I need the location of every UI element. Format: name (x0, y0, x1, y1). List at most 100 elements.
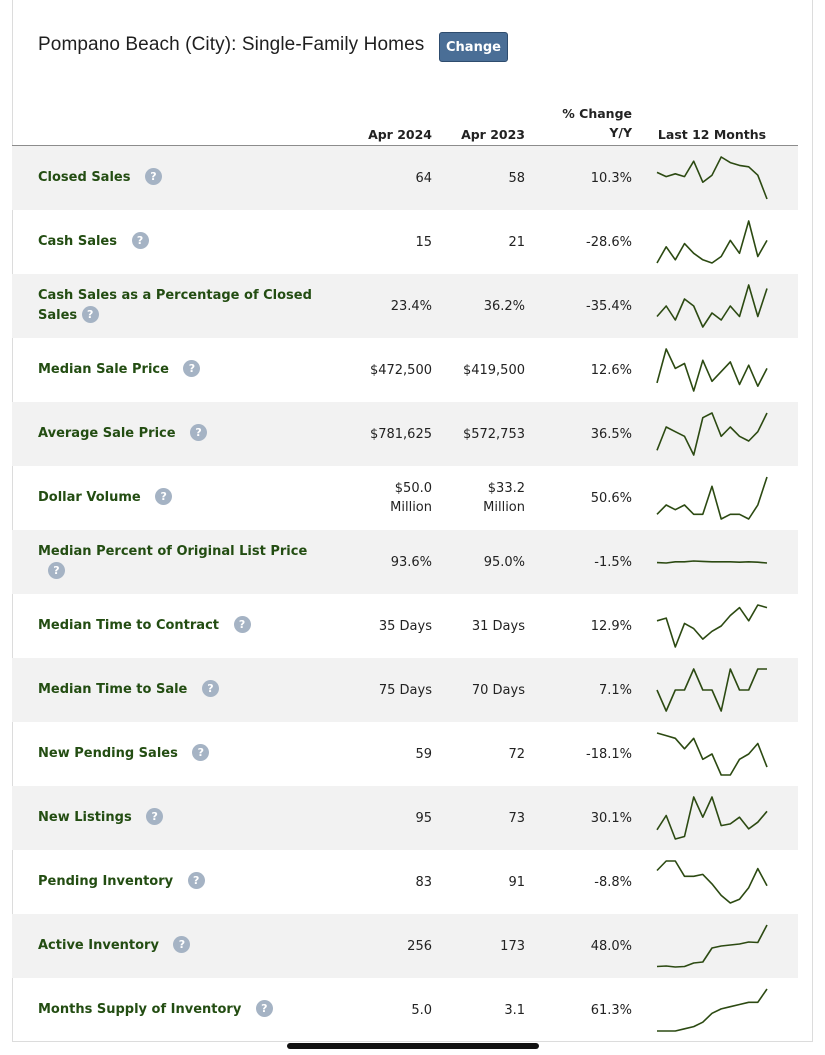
value-change-text: 10.3% (590, 170, 632, 186)
value-current: 95 (332, 786, 432, 850)
help-icon[interactable]: ? (131, 232, 149, 249)
metric-name[interactable]: Active Inventory (38, 938, 159, 953)
change-button[interactable]: Change (439, 32, 508, 62)
metric-label[interactable]: Pending Inventory ? (38, 850, 338, 914)
metric-label[interactable]: Median Time to Contract ? (38, 594, 338, 658)
value-change-text: -8.8% (594, 874, 632, 890)
metric-label[interactable]: Dollar Volume ? (38, 466, 338, 530)
value-current: 23.4% (332, 274, 432, 338)
metric-name[interactable]: Median Sale Price (38, 362, 169, 377)
metric-label[interactable]: New Listings ? (38, 786, 338, 850)
value-change-text: 30.1% (590, 810, 632, 826)
help-icon[interactable]: ? (81, 306, 99, 323)
metric-label[interactable]: Median Percent of Original List Price ? (38, 530, 338, 594)
metric-name[interactable]: Months Supply of Inventory (38, 1002, 242, 1017)
value-change: -18.1% (532, 722, 632, 786)
column-header-trend: Last 12 Months (652, 96, 772, 142)
table-row: Cash Sales as a Percentage of Closed Sal… (12, 274, 798, 338)
table-row: Median Time to Contract ? 35 Days 31 Days 1… (12, 594, 798, 658)
help-icon[interactable]: ? (146, 808, 164, 825)
trend-line (656, 284, 768, 328)
value-change: 36.5% (532, 402, 632, 466)
home-indicator (287, 1043, 539, 1049)
metric-name[interactable]: Average Sale Price (38, 426, 176, 441)
value-change: 50.6% (532, 466, 632, 530)
table-row: Pending Inventory ? 83 91 -8.8% (12, 850, 798, 914)
help-icon[interactable]: ? (201, 680, 219, 697)
help-icon[interactable]: ? (187, 872, 205, 889)
help-icon[interactable]: ? (192, 744, 210, 761)
metric-label-text: Closed Sales ? (38, 168, 162, 188)
value-previous: 72 (432, 722, 525, 786)
value-current: $472,500 (332, 338, 432, 402)
metric-label[interactable]: Months Supply of Inventory ? (38, 978, 338, 1042)
metric-label[interactable]: Cash Sales ? (38, 210, 338, 274)
value-previous: 173 (432, 914, 525, 978)
value-previous: $572,753 (432, 402, 525, 466)
value-current-text: $50.0 Million (390, 481, 432, 515)
column-header-current-label: Apr 2024 (368, 127, 432, 142)
value-previous-text: 91 (508, 874, 525, 890)
table-row: Median Percent of Original List Price ? 9… (12, 530, 798, 594)
value-current: 15 (332, 210, 432, 274)
metric-name[interactable]: Cash Sales as a Percentage of Closed Sal… (38, 288, 312, 323)
trend-line (656, 476, 768, 520)
value-current-text: $472,500 (369, 362, 432, 378)
help-icon[interactable]: ? (173, 936, 191, 953)
table-row: Closed Sales ? 64 58 10.3% (12, 146, 798, 210)
metric-label[interactable]: Median Time to Sale ? (38, 658, 338, 722)
trend-line (656, 156, 768, 200)
value-previous-text: 36.2% (483, 298, 525, 314)
metric-label[interactable]: Cash Sales as a Percentage of Closed Sal… (38, 274, 338, 338)
column-header-previous: Apr 2023 (440, 96, 525, 142)
metric-name[interactable]: Dollar Volume (38, 490, 141, 505)
metric-label-text: Active Inventory ? (38, 936, 191, 956)
value-current-text: 83 (415, 874, 432, 890)
value-previous: 70 Days (432, 658, 525, 722)
value-previous: 36.2% (432, 274, 525, 338)
metric-name[interactable]: Median Time to Sale (38, 682, 188, 697)
metric-label-text: New Pending Sales ? (38, 744, 210, 764)
metric-name[interactable]: New Listings (38, 810, 132, 825)
value-change: -8.8% (532, 850, 632, 914)
metric-label[interactable]: Average Sale Price ? (38, 402, 338, 466)
help-icon[interactable]: ? (145, 168, 162, 185)
column-header-previous-label: Apr 2023 (461, 127, 525, 142)
value-change: 7.1% (532, 658, 632, 722)
metric-name[interactable]: Median Percent of Original List Price (38, 544, 308, 559)
trend-line (656, 796, 768, 840)
table-row: Dollar Volume ? $50.0 Million $33.2 Millio… (12, 466, 798, 530)
trend-line (656, 412, 768, 456)
help-icon[interactable]: ? (190, 424, 208, 441)
metric-name[interactable]: Median Time to Contract (38, 618, 219, 633)
metric-name[interactable]: Pending Inventory (38, 874, 174, 889)
trend-line (656, 860, 768, 904)
column-header-change-line2: Y/Y (609, 125, 632, 140)
value-previous-text: 95.0% (483, 554, 525, 570)
help-icon[interactable]: ? (255, 1000, 273, 1017)
help-icon[interactable]: ? (233, 616, 251, 633)
trend-line (656, 924, 768, 968)
metric-label-text: New Listings ? (38, 808, 164, 828)
trend-sparkline (656, 156, 768, 200)
metric-label-text: Median Time to Sale ? (38, 680, 219, 700)
metric-label[interactable]: Median Sale Price ? (38, 338, 338, 402)
metric-name[interactable]: Closed Sales (38, 170, 131, 185)
metric-name[interactable]: New Pending Sales (38, 746, 178, 761)
metric-label[interactable]: New Pending Sales ? (38, 722, 338, 786)
trend-line (656, 732, 768, 776)
value-change-text: 61.3% (590, 1002, 632, 1018)
metric-label[interactable]: Active Inventory ? (38, 914, 338, 978)
help-icon[interactable]: ? (155, 488, 173, 505)
column-header-current: Apr 2024 (340, 96, 432, 142)
trend-sparkline (656, 604, 768, 648)
value-change-text: 48.0% (590, 938, 632, 954)
value-previous: 21 (432, 210, 525, 274)
value-previous: 58 (432, 146, 525, 210)
help-icon[interactable]: ? (48, 562, 65, 579)
metric-name[interactable]: Cash Sales (38, 234, 117, 249)
column-header-change-text: % Change Y/Y (562, 104, 632, 142)
trend-line (656, 220, 768, 264)
metric-label[interactable]: Closed Sales ? (38, 146, 338, 210)
help-icon[interactable]: ? (183, 360, 201, 377)
